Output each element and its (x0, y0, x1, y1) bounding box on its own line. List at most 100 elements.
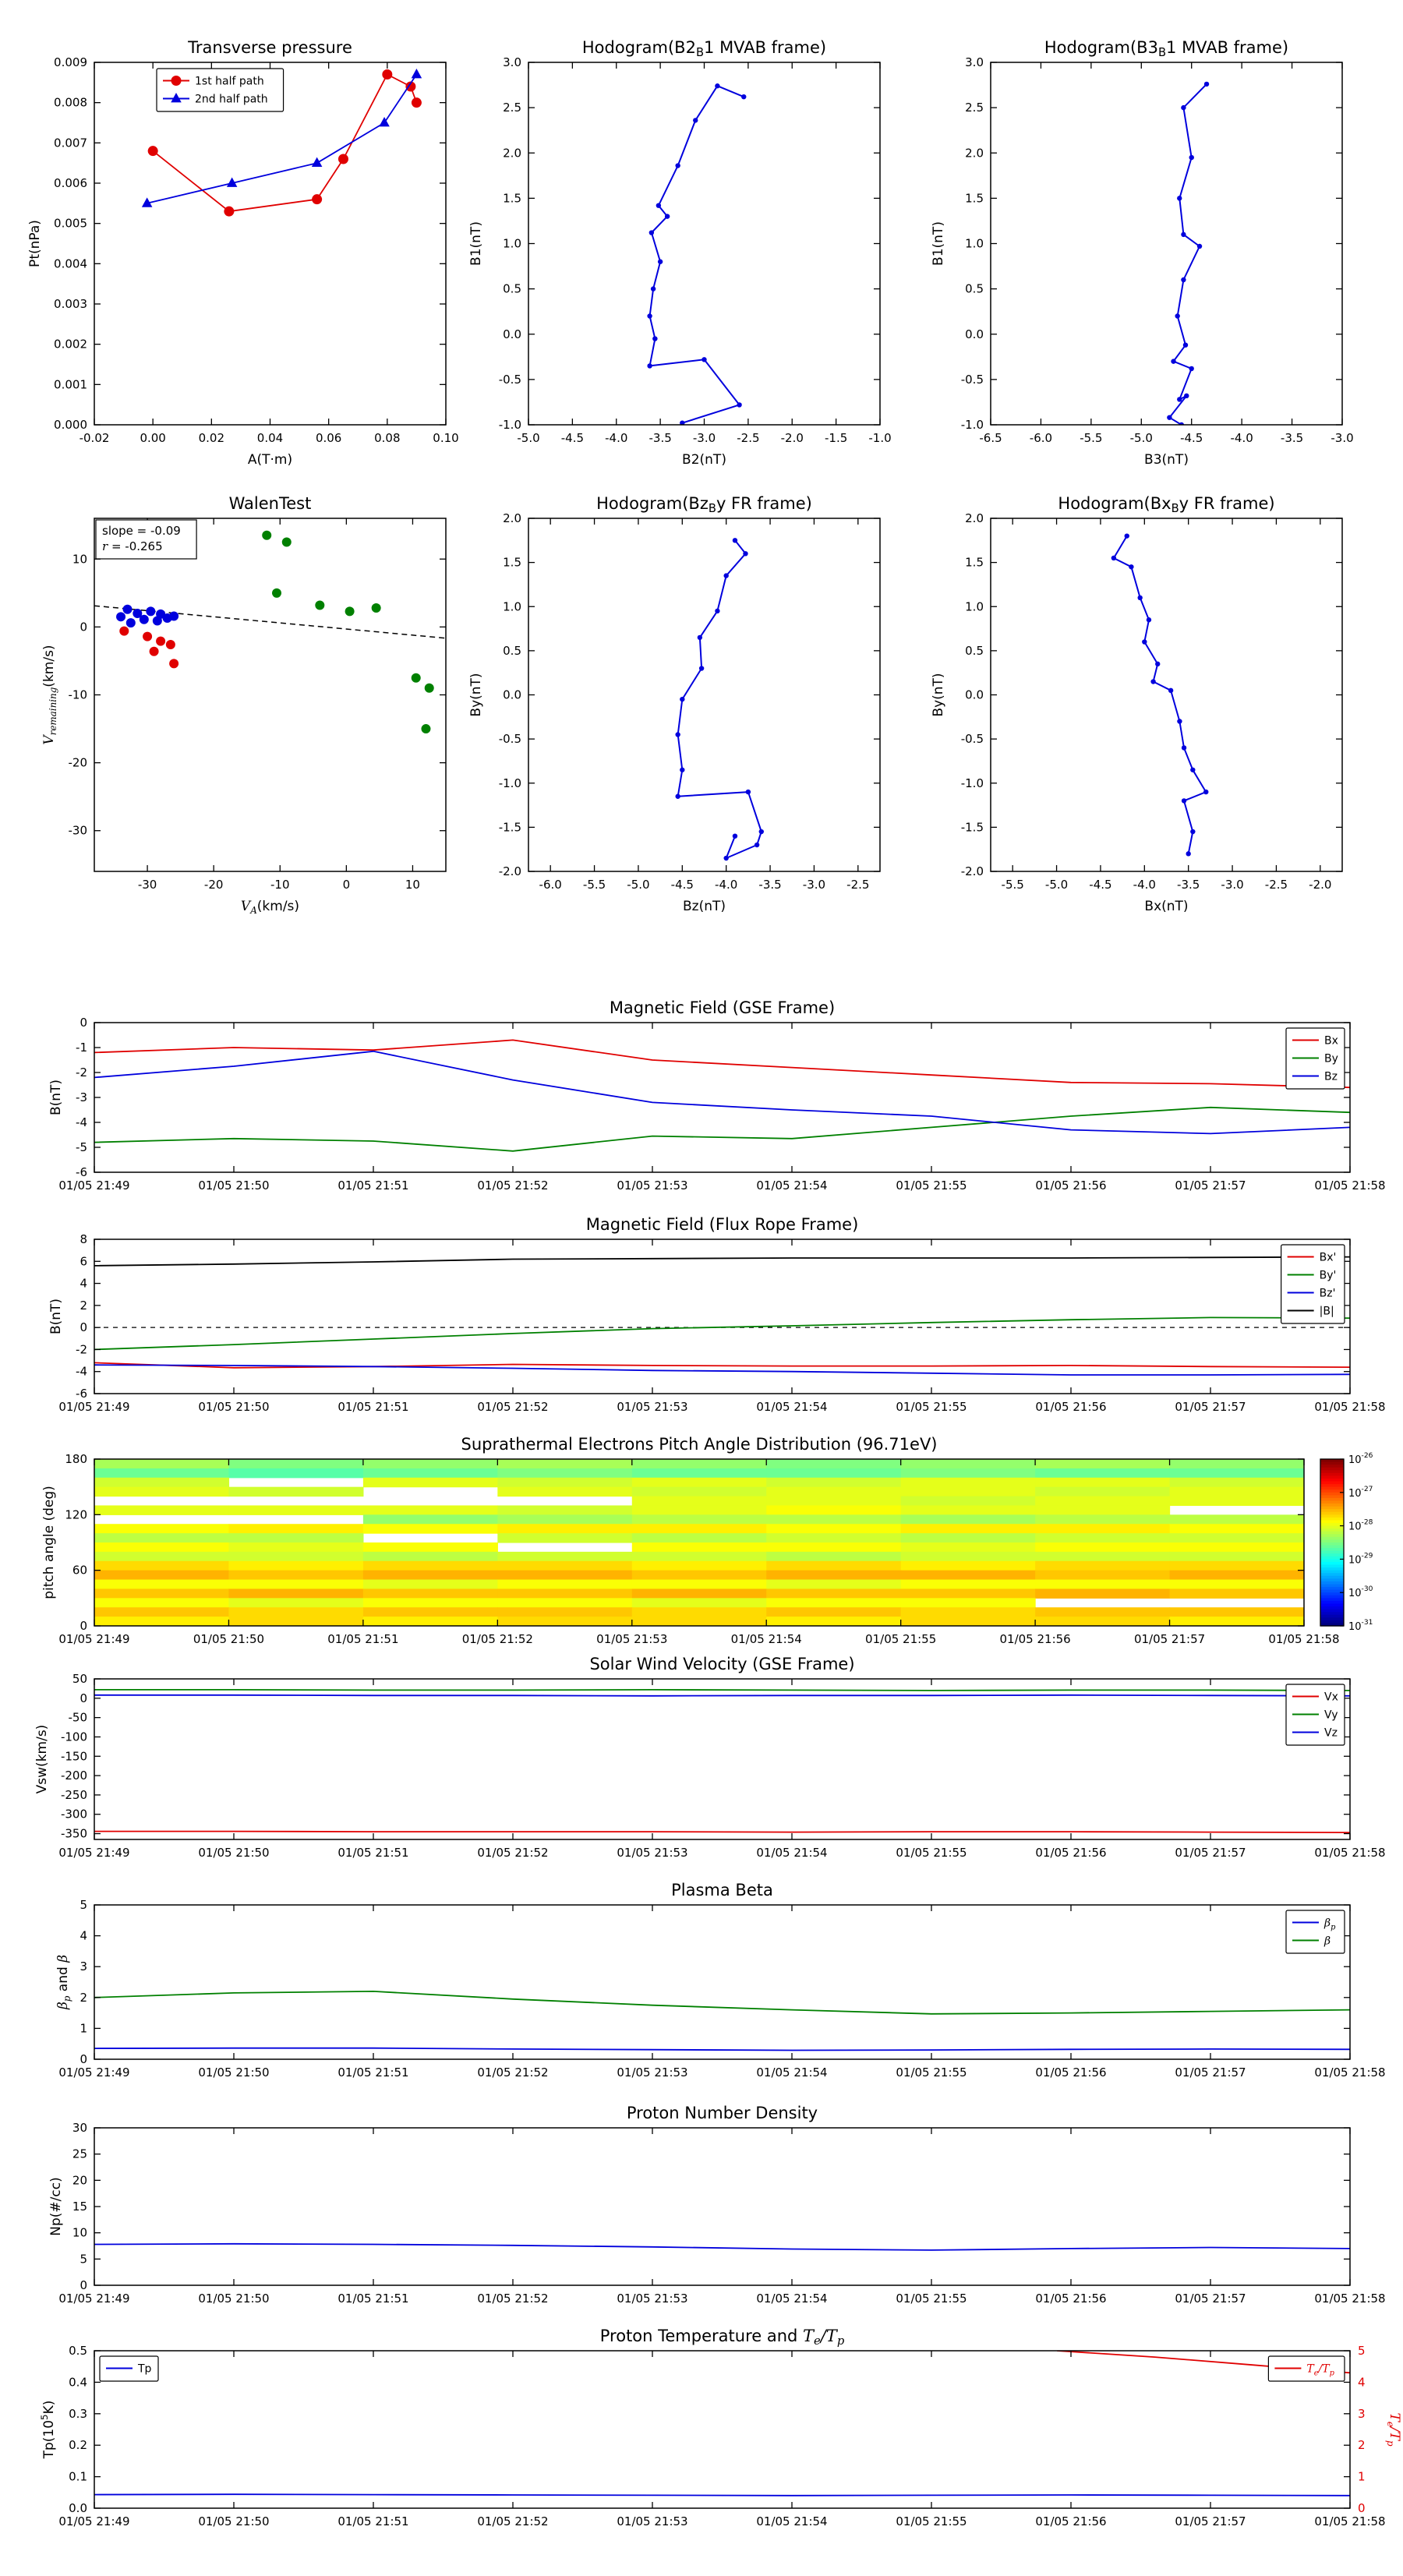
svg-text:-2.0: -2.0 (961, 864, 984, 878)
svg-text:-5.0: -5.0 (1130, 431, 1153, 445)
svg-text:-0.02: -0.02 (80, 431, 110, 445)
svg-text:1st half path: 1st half path (195, 76, 264, 88)
svg-text:0: 0 (80, 2052, 87, 2066)
svg-text:-5.0: -5.0 (627, 878, 649, 892)
svg-text:β: β (1323, 1935, 1331, 1948)
svg-text:01/05 21:49: 01/05 21:49 (58, 1400, 129, 1414)
svg-text:0: 0 (343, 878, 351, 892)
svg-text:2: 2 (80, 1991, 87, 2005)
series-Vz (94, 1694, 1350, 1697)
svg-text:-2.5: -2.5 (1265, 878, 1288, 892)
series-Vy (94, 1688, 1350, 1691)
svg-text:01/05 21:51: 01/05 21:51 (337, 2292, 408, 2306)
svg-text:0: 0 (80, 1016, 87, 1030)
svg-text:-5.5: -5.5 (1002, 878, 1024, 892)
panel-pad: 01/05 21:49 01/05 21:50 01/05 21:51 01/05 2… (41, 1435, 1373, 1646)
svg-text:4: 4 (1358, 2375, 1366, 2389)
svg-text:0.02: 0.02 (199, 431, 224, 445)
svg-text:1: 1 (1358, 2470, 1366, 2484)
svg-text:0.00: 0.00 (140, 431, 165, 445)
svg-text:0.5: 0.5 (69, 2344, 87, 2358)
svg-text:10: 10 (72, 2226, 87, 2240)
svg-text:01/05 21:50: 01/05 21:50 (198, 2292, 269, 2306)
svg-text:A(T·m): A(T·m) (248, 452, 292, 468)
svg-text:01/05 21:55: 01/05 21:55 (896, 2065, 967, 2080)
svg-text:-3.0: -3.0 (803, 878, 825, 892)
svg-text:-6: -6 (76, 1387, 87, 1401)
svg-text:01/05 21:57: 01/05 21:57 (1175, 2065, 1246, 2080)
svg-text:3: 3 (1358, 2407, 1366, 2421)
svg-text:01/05 21:57: 01/05 21:57 (1175, 1400, 1246, 1414)
svg-text:0.10: 0.10 (433, 431, 458, 445)
legend: βp β (1285, 1910, 1345, 1954)
svg-text:-1: -1 (76, 1041, 87, 1055)
svg-text:01/05 21:53: 01/05 21:53 (617, 2514, 687, 2528)
series-first-half (116, 604, 179, 628)
svg-text:01/05 21:53: 01/05 21:53 (596, 1632, 667, 1646)
svg-text:-2: -2 (76, 1065, 87, 1080)
svg-text:01/05 21:50: 01/05 21:50 (198, 2514, 269, 2528)
svg-text:0.5: 0.5 (503, 644, 521, 658)
svg-text:15: 15 (72, 2200, 87, 2214)
svg-text:01/05 21:52: 01/05 21:52 (477, 1846, 548, 1860)
svg-text:-100: -100 (61, 1730, 87, 1744)
svg-text:01/05 21:56: 01/05 21:56 (1035, 1178, 1106, 1193)
svg-text:01/05 21:57: 01/05 21:57 (1175, 2514, 1246, 2528)
svg-text:-1.0: -1.0 (868, 431, 891, 445)
svg-text:Vy: Vy (1324, 1709, 1338, 1722)
svg-text:-1.0: -1.0 (499, 776, 521, 790)
panel-title: Hodogram(BzBy FR frame) (596, 494, 812, 515)
svg-text:βp and β: βp and β (55, 1955, 72, 2010)
series-|B| (94, 1256, 1350, 1267)
svg-text:0: 0 (80, 1691, 87, 1705)
series-Tp (94, 2493, 1350, 2496)
svg-text:Te/Tp: Te/Tp (1306, 2363, 1334, 2378)
svg-text:Vx: Vx (1324, 1691, 1338, 1704)
panel-title: Proton Temperature and Te/Tp (600, 2327, 845, 2348)
panel-title: WalenTest (229, 494, 312, 513)
svg-text:01/05 21:56: 01/05 21:56 (1035, 2065, 1106, 2080)
svg-text:3.0: 3.0 (503, 55, 521, 69)
svg-text:01/05 21:49: 01/05 21:49 (58, 2065, 129, 2080)
svg-text:0.5: 0.5 (965, 644, 984, 658)
svg-text:0.04: 0.04 (257, 431, 283, 445)
panel-hodo31: -6.5 -6.0 -5.5 -5.0 -4.5 -4.0 -3.5 -3.0 -1.0 -0.5… (931, 38, 1354, 468)
svg-text:01/05 21:57: 01/05 21:57 (1134, 1632, 1205, 1646)
svg-text:01/05 21:58: 01/05 21:58 (1314, 2065, 1385, 2080)
svg-text:-4.0: -4.0 (715, 878, 737, 892)
svg-text:1.0: 1.0 (965, 599, 984, 613)
series-beta (94, 1990, 1350, 2015)
svg-text:1.5: 1.5 (965, 191, 984, 205)
panel-title: Solar Wind Velocity (GSE Frame) (589, 1655, 854, 1673)
svg-text:01/05 21:58: 01/05 21:58 (1314, 1400, 1385, 1414)
panel-pt: -0.02 0.00 0.02 0.04 0.06 0.08 0.10 0.000 0.001 0… (27, 38, 459, 468)
svg-text:1: 1 (80, 2021, 87, 2035)
svg-text:1.0: 1.0 (503, 237, 521, 251)
svg-text:-0.5: -0.5 (499, 373, 521, 387)
svg-text:-6.0: -6.0 (539, 878, 562, 892)
svg-text:01/05 21:51: 01/05 21:51 (337, 1846, 408, 1860)
svg-text:-3.0: -3.0 (1331, 431, 1353, 445)
panel-title: Hodogram(B2B1 MVAB frame) (582, 38, 826, 59)
svg-text:1.0: 1.0 (965, 237, 984, 251)
svg-text:B(nT): B(nT) (48, 1080, 64, 1115)
svg-text:01/05 21:52: 01/05 21:52 (477, 1400, 548, 1414)
svg-text:01/05 21:54: 01/05 21:54 (731, 1632, 802, 1646)
svg-text:0.0: 0.0 (503, 688, 521, 702)
svg-text:0.008: 0.008 (54, 96, 87, 110)
svg-text:B1(nT): B1(nT) (931, 221, 946, 266)
svg-text:-300: -300 (61, 1807, 87, 1822)
svg-text:0.4: 0.4 (69, 2375, 87, 2389)
panel-np: 01/05 21:49 01/05 21:50 01/05 21:51 01/05 2… (48, 2104, 1386, 2306)
svg-text:-6.0: -6.0 (1030, 431, 1052, 445)
svg-text:01/05 21:50: 01/05 21:50 (198, 1400, 269, 1414)
svg-text:01/05 21:55: 01/05 21:55 (865, 1632, 936, 1646)
colorbar: 10-26 10-27 10-28 10-29 10-30 10-31 (1320, 1452, 1373, 1633)
panel-hodo21: -5.0 -4.5 -4.0 -3.5 -3.0 -2.5 -2.0 -1.5 -1.0 -1.0… (468, 38, 892, 468)
svg-text:01/05 21:51: 01/05 21:51 (337, 2514, 408, 2528)
svg-text:-10: -10 (270, 878, 290, 892)
svg-text:-1.0: -1.0 (961, 776, 984, 790)
svg-text:Tp(105K): Tp(105K) (39, 2401, 57, 2460)
svg-text:-3.5: -3.5 (1177, 878, 1200, 892)
svg-text:5: 5 (1358, 2344, 1366, 2358)
